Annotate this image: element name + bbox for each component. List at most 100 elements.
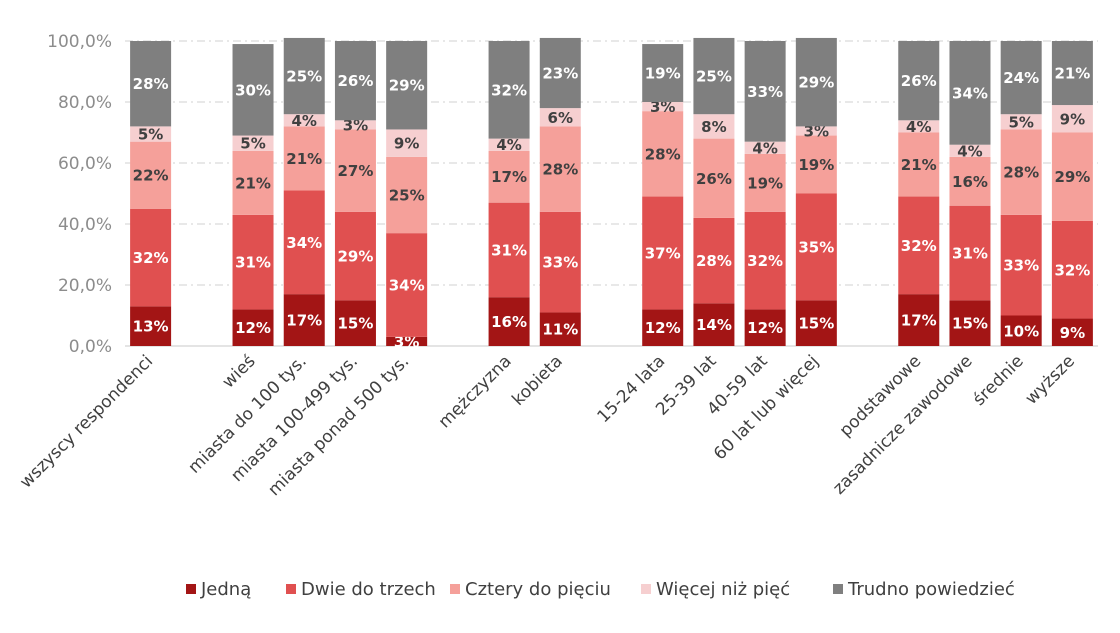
bar-segment [1000, 214, 1042, 316]
bar-segment [949, 205, 991, 301]
y-tick-label: 40,0% [58, 215, 112, 235]
bar-segment [130, 126, 172, 142]
data-label: 31% [952, 244, 988, 262]
data-label: 12% [645, 319, 681, 337]
data-label: 12% [235, 319, 271, 337]
bar-segment [488, 150, 530, 203]
data-label: 37% [645, 244, 681, 262]
data-label: 28% [133, 75, 169, 93]
y-tick-label: 60,0% [58, 154, 112, 174]
bar-segment [386, 233, 428, 337]
data-label: 19% [645, 65, 681, 83]
data-label: 4% [957, 142, 982, 160]
data-label: 24% [1003, 69, 1039, 87]
data-label: 33% [542, 254, 578, 272]
bar-segment [386, 41, 428, 130]
data-label: 35% [798, 238, 834, 256]
legend-label: Więcej niż pięć [656, 578, 791, 600]
bar-segment [693, 217, 735, 304]
bar-segment [898, 41, 940, 121]
bar-segment [334, 120, 376, 130]
data-label: 9% [394, 135, 419, 153]
data-label: 29% [389, 77, 425, 95]
data-label: 16% [952, 173, 988, 191]
legend: Jedną Dwie do trzech Cztery do pięciu Więce… [0, 574, 1120, 604]
bar-segment [334, 211, 376, 301]
bar-segment [693, 37, 735, 115]
legend-item: Jedną [186, 574, 251, 604]
y-tick-label: 0,0% [69, 337, 112, 357]
bar-segment [488, 41, 530, 139]
legend-label: Jedną [201, 578, 252, 600]
data-label: 28% [1003, 164, 1039, 182]
data-label: 4% [292, 112, 317, 130]
bar-segment [1051, 105, 1093, 133]
data-label: 3% [343, 116, 368, 134]
data-label: 6% [548, 109, 573, 127]
data-label: 34% [952, 84, 988, 102]
bar-segment [642, 44, 684, 102]
bar-segment [642, 102, 684, 112]
data-label: 19% [747, 174, 783, 192]
bar-segment [232, 44, 274, 136]
bar-segment [1051, 220, 1093, 319]
bar-segment [488, 202, 530, 298]
data-label: 27% [337, 162, 373, 180]
bar-segment [744, 41, 786, 142]
legend-swatch [833, 584, 843, 594]
bar-segment [744, 153, 786, 212]
y-tick-label: 20,0% [58, 276, 112, 296]
data-label: 15% [798, 315, 834, 333]
bar-segment [693, 303, 735, 346]
bar-segment [949, 144, 991, 157]
bar-segment [232, 309, 274, 346]
data-label: 32% [491, 81, 527, 99]
x-category-label: wieś [219, 351, 260, 392]
data-label: 28% [645, 145, 681, 163]
data-label: 28% [696, 252, 732, 270]
bar-segment [693, 114, 735, 139]
data-label: 9% [1060, 110, 1085, 128]
stacked-bar-chart: 0,0% 20,0% 40,0% 60,0% 80,0% 100,0% 13% 32% 22%… [16, 32, 1098, 500]
bar-segment [539, 37, 581, 109]
bar-segment [744, 309, 786, 346]
x-category-label: kobieta [508, 351, 566, 409]
x-category-label: średnie [969, 351, 1027, 409]
bar-segment [283, 114, 325, 127]
data-label: 33% [747, 83, 783, 101]
bar-segment [693, 138, 735, 218]
data-label: 17% [491, 168, 527, 186]
bar-segment [744, 141, 786, 154]
legend-item: Dwie do trzech [286, 574, 436, 604]
bar-segment [795, 300, 837, 346]
data-label: 17% [901, 312, 937, 330]
bar-segment [1051, 132, 1093, 221]
legend-item: Cztery do pięciu [450, 574, 611, 604]
data-label: 29% [798, 74, 834, 92]
data-label: 4% [752, 139, 777, 157]
bar-segment [795, 37, 837, 127]
data-label: 34% [389, 277, 425, 295]
data-label: 21% [286, 150, 322, 168]
bar-segment [1051, 41, 1093, 106]
bar-segment [795, 135, 837, 194]
bar-segment [334, 129, 376, 212]
legend-label: Trudno powiedzieć [848, 578, 1015, 600]
legend-item: Trudno powiedzieć [833, 574, 1015, 604]
legend-swatch [641, 584, 651, 594]
data-label: 15% [337, 315, 373, 333]
data-label: 26% [696, 170, 732, 188]
legend-item: Więcej niż pięć [641, 574, 790, 604]
bar-segment [949, 156, 991, 206]
data-label: 4% [906, 118, 931, 136]
bar-segment [898, 196, 940, 295]
bar-segment [386, 129, 428, 157]
data-label: 15% [952, 315, 988, 333]
data-label: 11% [542, 321, 578, 339]
data-label: 21% [1054, 65, 1090, 83]
data-label: 33% [1003, 257, 1039, 275]
data-label: 17% [286, 312, 322, 330]
data-label: 25% [696, 68, 732, 86]
data-label: 22% [133, 167, 169, 185]
